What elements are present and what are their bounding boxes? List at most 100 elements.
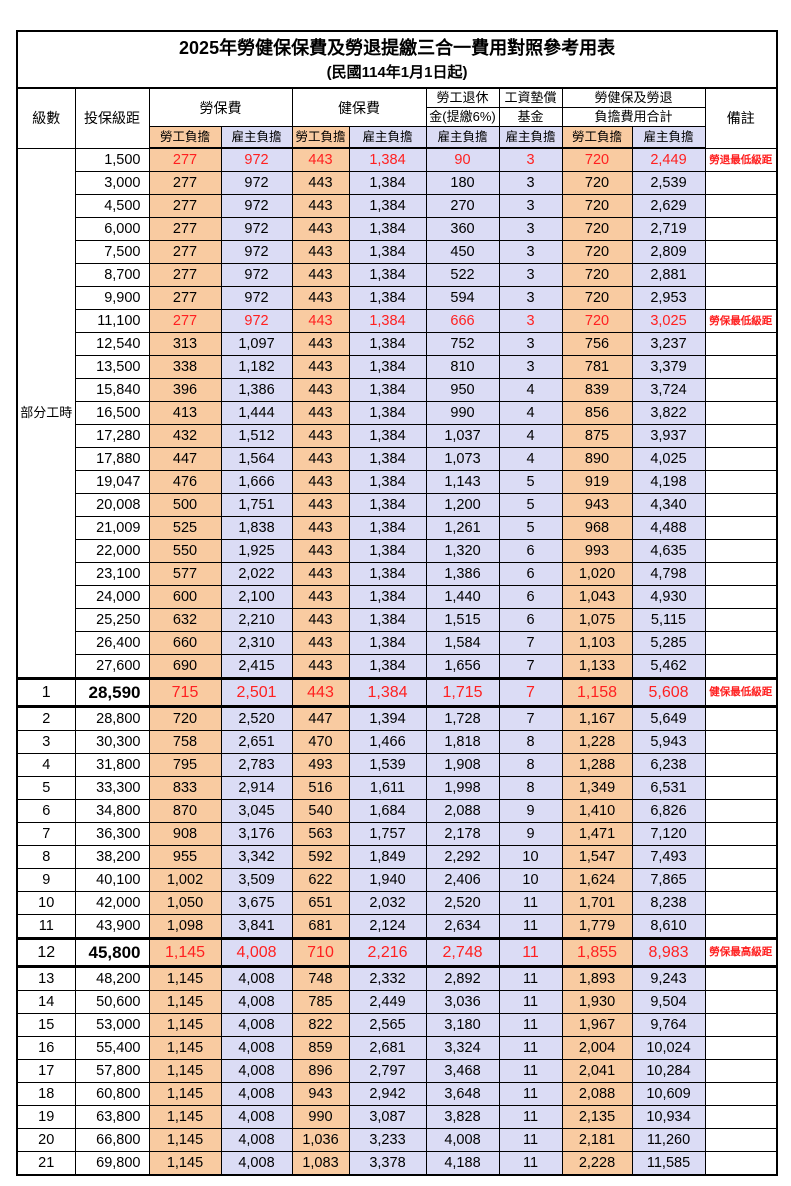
- table-row: 部分工時 1,500 277 972 443 1,384 90 3 720 2,449 勞退最低級距: [16, 147, 778, 679]
- bracket-cell: 28,800: [74, 706, 150, 731]
- bracket-cell: 25,250: [74, 608, 150, 632]
- total-employer-cell: 4,798: [631, 562, 706, 586]
- labor-ins-employee-cell: 690: [148, 654, 222, 679]
- table-row: 4,500 277 972 443 1,384 270 3 720 2,629: [17, 194, 778, 218]
- total-employee-cell: 1,855: [561, 937, 633, 968]
- pension-employer-cell: 1,584: [425, 631, 500, 655]
- note-cell: [704, 1151, 778, 1176]
- wage-fund-employer-cell: 11: [498, 990, 563, 1014]
- health-ins-employee-cell: 681: [291, 914, 350, 939]
- subheader-health-employer: 雇主負擔: [348, 126, 427, 149]
- total-employer-cell: 2,881: [631, 263, 706, 287]
- total-employer-cell: 3,937: [631, 424, 706, 448]
- total-employer-cell: 4,488: [631, 516, 706, 540]
- total-employer-cell: 4,025: [631, 447, 706, 471]
- wage-fund-employer-cell: 5: [498, 493, 563, 517]
- labor-ins-employee-cell: 1,145: [148, 1105, 222, 1129]
- table-body: 部分工時 1,500 277 972 443 1,384 90 3 720 2,449 勞退最低級距…: [16, 147, 778, 1176]
- header-row-3: 勞工負擔 雇主負擔 勞工負擔 雇主負擔 雇主負擔 雇主負擔 勞工負擔 雇主負擔: [17, 126, 777, 149]
- labor-ins-employee-cell: 1,002: [148, 868, 222, 892]
- table-row: 23,100 577 2,022 443 1,384 1,386 6 1,020 4,798: [17, 562, 778, 586]
- wage-fund-employer-cell: 3: [498, 171, 563, 195]
- pension-employer-cell: 1,656: [425, 654, 500, 679]
- health-ins-employee-cell: 443: [291, 631, 350, 655]
- total-employee-cell: 2,135: [561, 1105, 633, 1129]
- wage-fund-employer-cell: 5: [498, 470, 563, 494]
- labor-ins-employer-cell: 4,008: [220, 966, 293, 991]
- table-row: 13,500 338 1,182 443 1,384 810 3 781 3,379: [17, 355, 778, 379]
- health-ins-employer-cell: 1,384: [348, 194, 427, 218]
- pension-employer-cell: 2,178: [425, 822, 500, 846]
- bracket-cell: 26,400: [74, 631, 150, 655]
- wage-fund-employer-cell: 11: [498, 891, 563, 915]
- labor-ins-employer-cell: 4,008: [220, 1151, 293, 1176]
- labor-ins-employer-cell: 972: [220, 194, 293, 218]
- bracket-cell: 57,800: [74, 1059, 150, 1083]
- bracket-cell: 53,000: [74, 1013, 150, 1037]
- health-ins-employee-cell: 443: [291, 286, 350, 310]
- note-cell: 勞退最低級距: [704, 147, 778, 172]
- total-employee-cell: 1,288: [561, 753, 633, 777]
- note-cell: [704, 1059, 778, 1083]
- note-cell: [704, 263, 778, 287]
- bracket-cell: 63,800: [74, 1105, 150, 1129]
- health-ins-employer-cell: 3,233: [348, 1128, 427, 1152]
- total-employee-cell: 720: [561, 286, 633, 310]
- total-employer-cell: 7,865: [631, 868, 706, 892]
- table-row: 17,280 432 1,512 443 1,384 1,037 4 875 3,937: [17, 424, 778, 448]
- pension-employer-cell: 1,998: [425, 776, 500, 800]
- table-row: 12 45,800 1,145 4,008 710 2,216 2,748 11 1,855 8,…: [16, 937, 778, 968]
- table-row: 14 50,600 1,145 4,008 785 2,449 3,036 11 1,930 9,…: [16, 990, 778, 1014]
- table-row: 7 36,300 908 3,176 563 1,757 2,178 9 1,471 7,120: [16, 822, 778, 846]
- wage-fund-employer-cell: 3: [498, 332, 563, 356]
- health-ins-employer-cell: 2,942: [348, 1082, 427, 1106]
- total-employer-cell: 7,120: [631, 822, 706, 846]
- note-cell: [704, 654, 778, 679]
- health-ins-employer-cell: 1,384: [348, 309, 427, 333]
- labor-ins-employee-cell: 277: [148, 171, 222, 195]
- health-ins-employer-cell: 1,684: [348, 799, 427, 823]
- wage-fund-employer-cell: 3: [498, 194, 563, 218]
- labor-ins-employee-cell: 1,145: [148, 1151, 222, 1176]
- labor-ins-employee-cell: 313: [148, 332, 222, 356]
- bracket-cell: 6,000: [74, 217, 150, 241]
- wage-fund-employer-cell: 9: [498, 822, 563, 846]
- total-employee-cell: 1,893: [561, 966, 633, 991]
- health-ins-employer-cell: 1,384: [348, 631, 427, 655]
- total-employee-cell: 2,041: [561, 1059, 633, 1083]
- table-row: 6,000 277 972 443 1,384 360 3 720 2,719: [17, 217, 778, 241]
- labor-ins-employer-cell: 4,008: [220, 990, 293, 1014]
- health-ins-employer-cell: 2,032: [348, 891, 427, 915]
- total-employee-cell: 1,103: [561, 631, 633, 655]
- labor-ins-employee-cell: 795: [148, 753, 222, 777]
- health-ins-employee-cell: 443: [291, 240, 350, 264]
- note-cell: 勞保最低級距: [704, 309, 778, 333]
- pension-employer-cell: 1,073: [425, 447, 500, 471]
- pension-employer-cell: 3,180: [425, 1013, 500, 1037]
- table-title-block: 2025年勞健保保費及勞退提繳三合一費用對照參考用表 (民國114年1月1日起): [15, 30, 779, 89]
- wage-fund-employer-cell: 3: [498, 147, 563, 172]
- table-row: 24,000 600 2,100 443 1,384 1,440 6 1,043 4,930: [17, 585, 778, 609]
- health-ins-employee-cell: 443: [291, 424, 350, 448]
- labor-ins-employer-cell: 2,914: [220, 776, 293, 800]
- labor-ins-employee-cell: 758: [148, 730, 222, 754]
- level-cell: 20: [16, 1128, 76, 1152]
- health-ins-employer-cell: 1,466: [348, 730, 427, 754]
- health-ins-employee-cell: 540: [291, 799, 350, 823]
- health-ins-employee-cell: 651: [291, 891, 350, 915]
- total-employer-cell: 8,238: [631, 891, 706, 915]
- total-employer-cell: 3,724: [631, 378, 706, 402]
- level-cell: 16: [16, 1036, 76, 1060]
- table-row: 11 43,900 1,098 3,841 681 2,124 2,634 11 1,779 8,…: [16, 914, 778, 939]
- note-cell: [704, 470, 778, 494]
- wage-fund-employer-cell: 7: [498, 631, 563, 655]
- total-employer-cell: 5,115: [631, 608, 706, 632]
- note-cell: 健保最低級距: [704, 677, 778, 708]
- wage-fund-employer-cell: 10: [498, 845, 563, 869]
- table-row: 4 31,800 795 2,783 493 1,539 1,908 8 1,288 6,238: [16, 753, 778, 777]
- bracket-cell: 60,800: [74, 1082, 150, 1106]
- level-cell: 12: [16, 937, 76, 968]
- note-cell: [704, 845, 778, 869]
- health-ins-employee-cell: 990: [291, 1105, 350, 1129]
- health-ins-employer-cell: 1,384: [348, 240, 427, 264]
